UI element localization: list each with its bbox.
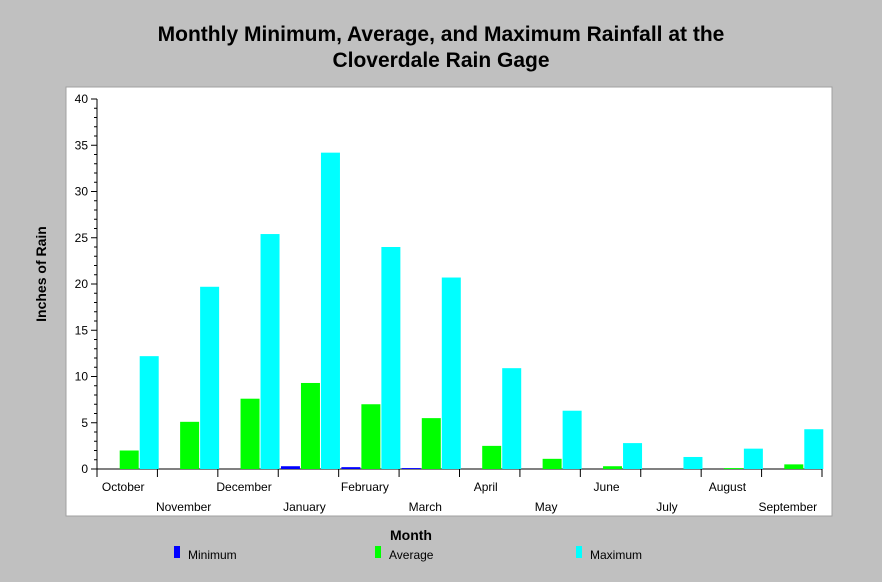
x-tick-label: November [156, 500, 211, 514]
legend-swatch-maximum [576, 546, 582, 558]
bar-maximum [743, 448, 763, 469]
legend-swatch-average [375, 546, 381, 558]
bar-average [784, 464, 804, 469]
bar-average [361, 404, 381, 469]
y-tick-label: 5 [81, 416, 88, 430]
legend-label-maximum: Maximum [590, 548, 642, 562]
bar-maximum [562, 410, 582, 469]
x-tick-label: March [409, 500, 442, 514]
x-tick-label: August [709, 480, 747, 494]
chart-title: Monthly Minimum, Average, and Maximum Ra… [0, 22, 882, 74]
bar-maximum [260, 234, 280, 469]
x-tick-label: December [216, 480, 271, 494]
x-tick-label: May [535, 500, 558, 514]
bar-maximum [320, 152, 340, 469]
bar-maximum [623, 443, 643, 469]
bar-maximum [381, 247, 401, 469]
bar-average [603, 466, 623, 469]
chart-title-line-1: Monthly Minimum, Average, and Maximum Ra… [157, 23, 725, 46]
chart-title-line-2: Cloverdale Rain Gage [332, 49, 550, 72]
bar-average [542, 458, 562, 469]
bar-maximum [441, 277, 461, 469]
y-tick-label: 20 [75, 277, 89, 291]
y-tick-label: 40 [75, 92, 89, 106]
x-tick-label: July [656, 500, 677, 514]
x-tick-label: January [283, 500, 326, 514]
x-tick-label: September [758, 500, 817, 514]
y-tick-label: 15 [75, 323, 89, 337]
x-axis-title: Month [390, 527, 432, 543]
y-tick-label: 0 [81, 462, 88, 476]
y-tick-label: 35 [75, 138, 89, 152]
bar-average [421, 418, 441, 469]
y-tick-label: 25 [75, 231, 89, 245]
bar-maximum [683, 456, 703, 469]
bar-maximum [502, 368, 522, 469]
bar-average [180, 421, 200, 469]
y-tick-label: 10 [75, 370, 89, 384]
bar-average [482, 445, 502, 469]
bar-minimum [280, 466, 300, 469]
legend-label-average: Average [389, 548, 434, 562]
legend-label-minimum: Minimum [188, 548, 237, 562]
bar-maximum [200, 286, 220, 469]
x-tick-label: February [341, 480, 389, 494]
x-tick-label: October [102, 480, 145, 494]
legend-swatch-minimum [174, 546, 180, 558]
bar-minimum [341, 467, 361, 469]
bar-average [240, 398, 260, 469]
x-tick-label: June [594, 480, 620, 494]
bar-minimum [401, 468, 421, 469]
bar-maximum [804, 429, 824, 469]
bar-maximum [139, 356, 159, 469]
x-tick-label: April [474, 480, 498, 494]
y-tick-label: 30 [75, 185, 89, 199]
bar-average [723, 468, 743, 469]
y-axis-title: Inches of Rain [33, 226, 49, 322]
bar-average [119, 450, 139, 469]
bar-average [300, 382, 320, 469]
